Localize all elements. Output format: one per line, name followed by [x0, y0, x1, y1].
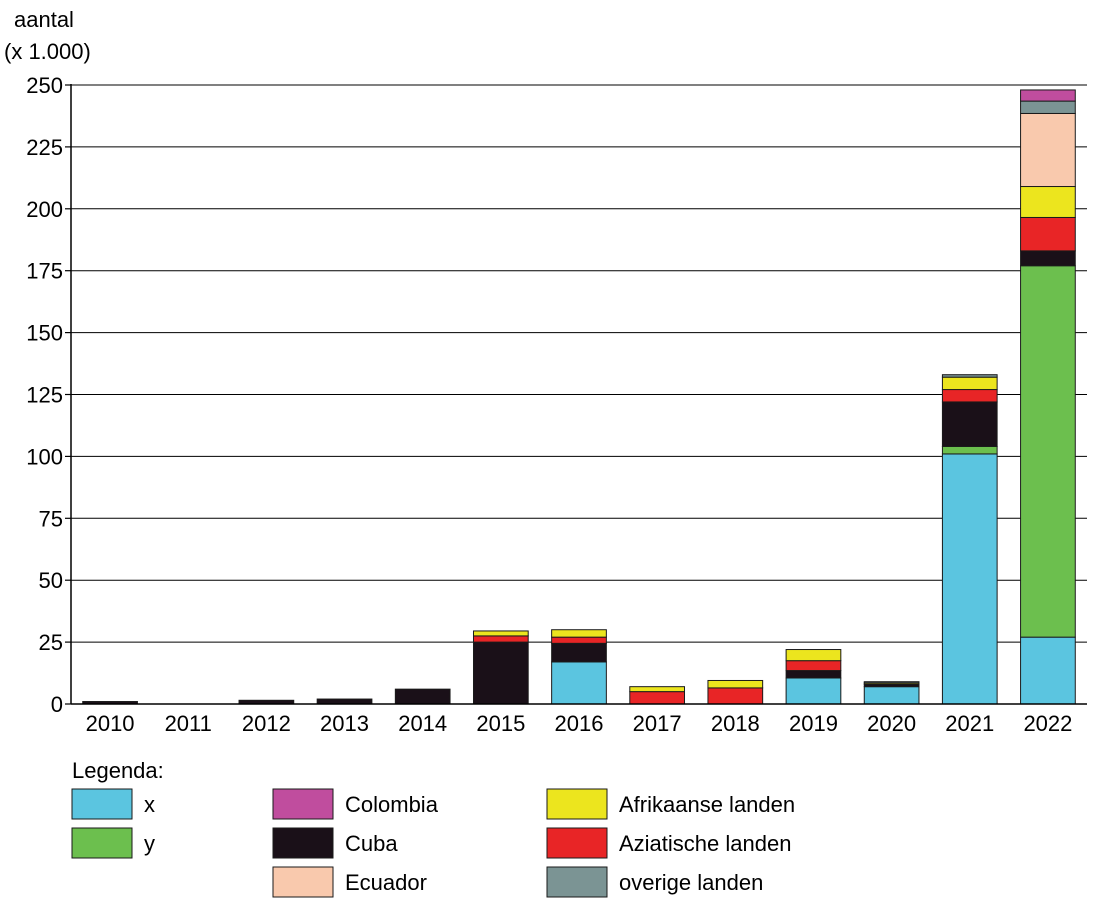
bar-2017-afrikaanse-landen: [629, 686, 686, 693]
bar-2022-colombia: [1020, 89, 1076, 102]
x-tick-label-2016: 2016: [555, 711, 604, 736]
bar-2018-afrikaanse-landen: [707, 679, 764, 689]
legend-label-colombia: Colombia: [345, 792, 439, 817]
legend-label-x: x: [144, 792, 155, 817]
bar-2020-overige-landen: [863, 681, 920, 684]
bar-2022-cuba: [1020, 250, 1076, 267]
bar-2019-x: [785, 677, 842, 705]
x-tick-label-2017: 2017: [633, 711, 682, 736]
x-tick-label-2010: 2010: [86, 711, 135, 736]
legend-label-cuba: Cuba: [345, 831, 398, 856]
bar-2019-aziatische-landen: [785, 660, 842, 672]
legend-title: Legenda:: [72, 758, 164, 783]
x-tick-label-2020: 2020: [867, 711, 916, 736]
bar-2022-ecuador: [1020, 112, 1076, 188]
x-tick-label-2015: 2015: [476, 711, 525, 736]
y-tick-label-75: 75: [39, 506, 63, 531]
bar-2016-x: [551, 661, 607, 705]
y-axis-label: aantal (x 1.000): [4, 7, 91, 64]
y-tick-label-100: 100: [26, 444, 63, 469]
y-tick-label-200: 200: [26, 197, 63, 222]
bar-2019-cuba: [785, 670, 842, 679]
x-tick-label-2011: 2011: [165, 711, 212, 736]
bar-2019-afrikaanse-landen: [785, 649, 842, 662]
bar-2015-aziatische-landen: [472, 635, 529, 643]
y-tick-label-175: 175: [26, 259, 63, 284]
x-tick-label-2019: 2019: [789, 711, 838, 736]
bar-2014-cuba: [394, 688, 451, 705]
legend: Legenda: xy Colombia Cuba Ecuador Afrikaanse…: [71, 758, 795, 898]
axes: [65, 84, 1087, 705]
tick-labels: 0 25 50 75 100 125 150 175 200 225 250 2010 2011 2012…: [26, 73, 1072, 736]
y-tick-label-250: 250: [26, 73, 63, 98]
bars: [82, 89, 1076, 705]
legend-swatch-x: [71, 788, 133, 820]
legend-swatch-aziatische-landen: [546, 827, 608, 859]
y-tick-label-0: 0: [51, 692, 63, 717]
y-tick-label-225: 225: [26, 135, 63, 160]
y-tick-label-50: 50: [39, 568, 63, 593]
y-tick-label-125: 125: [26, 383, 63, 408]
bar-2022-y: [1020, 265, 1076, 638]
y-axis-label-line-2: (x 1.000): [4, 39, 91, 64]
bar-2022-aziatische-landen: [1020, 216, 1076, 252]
legend-swatch-cuba: [272, 827, 334, 859]
bar-2018-aziatische-landen: [707, 687, 764, 705]
bar-2017-aziatische-landen: [629, 691, 686, 705]
legend-swatch-overige-landen: [546, 866, 608, 898]
bar-2015-cuba: [472, 641, 529, 705]
legend-swatch-afrikaanse-landen: [546, 788, 608, 820]
bar-2022-x: [1020, 636, 1076, 705]
bar-2021-aziatische-landen: [941, 389, 998, 403]
x-tick-label-2012: 2012: [242, 711, 291, 736]
legend-label-afrikaanse-landen: Afrikaanse landen: [619, 792, 795, 817]
y-axis-label-line-1: aantal: [14, 7, 74, 32]
x-tick-label-2013: 2013: [320, 711, 369, 736]
legend-label-y: y: [144, 831, 155, 856]
x-tick-label-2018: 2018: [711, 711, 760, 736]
bar-2015-afrikaanse-landen: [472, 630, 529, 637]
gridlines: [71, 84, 1087, 643]
bar-2022-afrikaanse-landen: [1020, 186, 1076, 218]
bar-2016-cuba: [551, 642, 607, 663]
bar-2022-overige-landen: [1020, 100, 1076, 114]
y-tick-label-25: 25: [39, 630, 63, 655]
y-tick-label-150: 150: [26, 321, 63, 346]
bar-2021-x: [941, 453, 998, 705]
legend-swatch-colombia: [272, 788, 334, 820]
bar-2021-cuba: [941, 401, 998, 447]
bar-2016-aziatische-landen: [551, 636, 607, 644]
bar-2020-x: [863, 686, 920, 705]
bar-2016-afrikaanse-landen: [551, 629, 607, 638]
x-tick-label-2022: 2022: [1023, 711, 1072, 736]
bar-2021-overige-landen: [941, 374, 998, 378]
legend-swatch-ecuador: [272, 866, 334, 898]
legend-swatch-y: [71, 827, 133, 859]
bar-2021-y: [941, 445, 998, 455]
legend-label-ecuador: Ecuador: [345, 870, 427, 895]
legend-label-aziatische-landen: Aziatische landen: [619, 831, 791, 856]
x-tick-label-2021: 2021: [945, 711, 994, 736]
legend-label-overige-landen: overige landen: [619, 870, 763, 895]
x-tick-label-2014: 2014: [398, 711, 447, 736]
bar-2021-afrikaanse-landen: [941, 376, 998, 391]
